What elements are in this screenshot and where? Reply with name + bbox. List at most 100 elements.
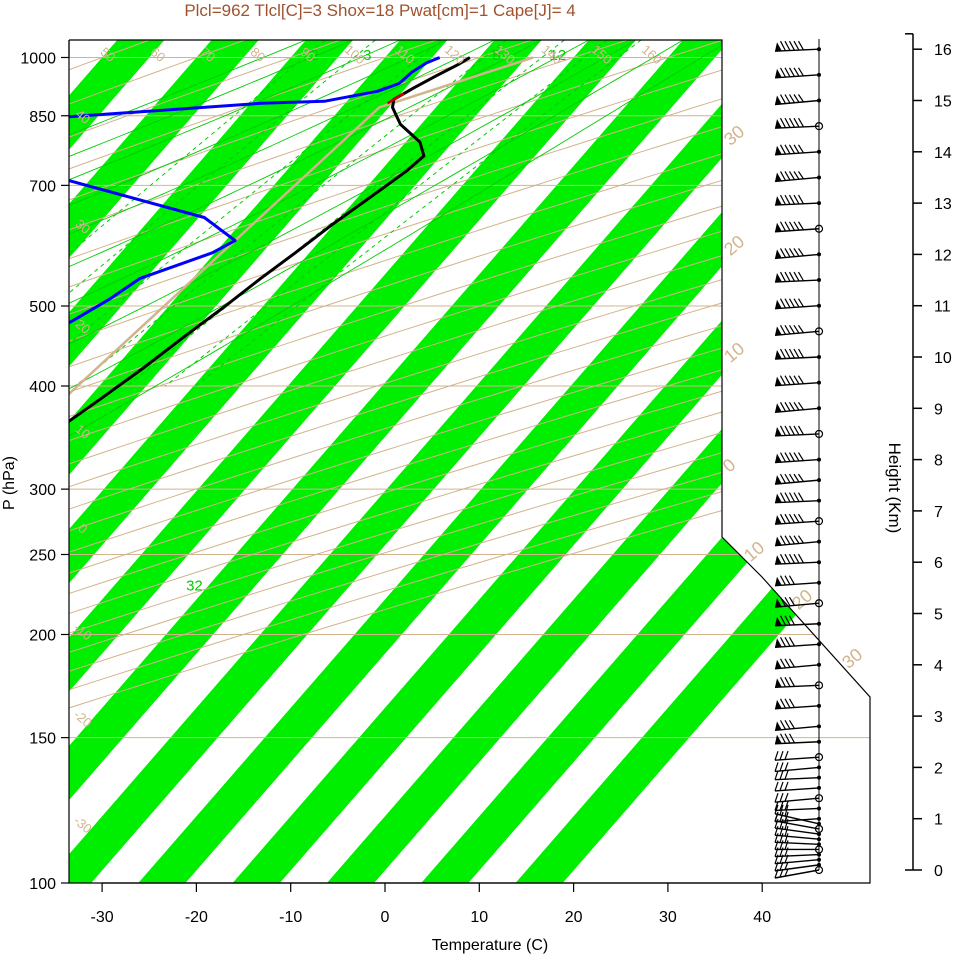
wind-barb: [774, 94, 821, 106]
x-tick-label: -30: [91, 909, 114, 926]
wind-barb: [774, 636, 821, 648]
wind-barb: [774, 535, 821, 547]
pressure-tick-label: 400: [29, 379, 56, 396]
height-tick-label: 13: [934, 196, 952, 213]
dry-adiabat: [69, 40, 870, 883]
mixing-ratio-label: 32: [186, 577, 203, 594]
pressure-tick-label: 500: [29, 299, 56, 316]
wind-barb: [774, 40, 821, 52]
dry-adiabat: [69, 40, 870, 883]
chart-title: Plcl=962 Tlcl[C]=3 Shox=18 Pwat[cm]=1 Ca…: [184, 1, 575, 20]
mixing-ratio-label: 12: [549, 47, 566, 64]
dry-adiabat: [69, 40, 870, 883]
isotherm-band: [69, 40, 200, 883]
wind-barb: [774, 615, 821, 627]
height-tick-label: 16: [934, 42, 952, 59]
moist-adiabat: [69, 40, 495, 635]
wind-barb: [774, 513, 824, 526]
dry-adiabat: [69, 40, 870, 883]
mixing-ratio-line: [75, 40, 507, 387]
dry-adiabat: [69, 40, 870, 883]
adiabat-label: 30: [838, 644, 866, 672]
height-axis-label: Height (Km): [885, 443, 904, 534]
wind-barb: [774, 792, 824, 803]
wind-barb: [774, 826, 821, 842]
x-tick-label: -20: [185, 909, 208, 926]
dry-adiabat: [69, 40, 870, 883]
temperature-line: [69, 56, 471, 866]
isotherm-band: [262, 40, 870, 883]
pressure-tick-label: 200: [29, 627, 56, 644]
mixing-ratio-line: [69, 40, 443, 387]
wind-barb: [774, 698, 821, 710]
x-tick-label: 40: [753, 909, 771, 926]
height-tick-label: 6: [934, 555, 943, 572]
isotherm-band: [69, 40, 577, 883]
height-tick-label: 0: [934, 863, 943, 880]
height-tick-label: 8: [934, 453, 943, 470]
pressure-tick-label: 700: [29, 178, 56, 195]
dry-adiabat: [69, 40, 870, 883]
wind-barb: [774, 375, 821, 387]
wind-barb: [774, 762, 821, 773]
dry-adiabat: [69, 40, 724, 883]
wind-barb: [774, 750, 824, 762]
isotherm-band: [69, 40, 294, 883]
wind-barb: [774, 720, 821, 732]
wind-barbs: [774, 38, 824, 879]
wind-barb: [774, 575, 821, 587]
isotherm-band: [69, 40, 483, 883]
wind-barb: [774, 473, 821, 485]
height-tick-label: 7: [934, 504, 943, 521]
pressure-tick-label: 100: [29, 876, 56, 893]
wind-barb: [774, 298, 821, 310]
x-axis-label: Temperature (C): [432, 937, 548, 954]
height-tick-label: 11: [934, 299, 951, 316]
wind-barb: [774, 117, 824, 131]
isotherm-band: [69, 40, 766, 883]
moist-adiabat: [69, 40, 684, 635]
moist-adiabat: [69, 40, 448, 635]
height-tick-label: 3: [934, 709, 943, 726]
wind-barb: [774, 677, 824, 690]
wind-barb: [774, 401, 821, 413]
moist-adiabat: [69, 40, 307, 635]
dry-adiabat: [69, 40, 870, 883]
pressure-tick-label: 250: [29, 547, 56, 564]
x-tick-label: 10: [470, 909, 488, 926]
pressure-axis: 100 150 200 250 300 400 500 700 850 1000: [20, 40, 70, 893]
wind-barb: [774, 221, 824, 233]
dry-adiabat: [69, 40, 246, 883]
dry-adiabat: [69, 40, 870, 883]
isotherm-band: [69, 40, 388, 883]
dry-adiabat: [69, 40, 870, 883]
wind-barb: [774, 733, 821, 745]
lcl-marker: [386, 92, 405, 105]
pressure-tick-label: 850: [29, 109, 56, 126]
height-tick-label: 12: [934, 247, 952, 264]
pressure-tick-label: 150: [29, 731, 56, 748]
wind-barb: [774, 67, 821, 79]
dry-adiabat: [69, 40, 628, 883]
x-tick-label: 30: [659, 909, 677, 926]
height-tick-label: 5: [934, 607, 943, 624]
isotherm-band: [451, 40, 870, 883]
x-tick-label: 0: [381, 909, 390, 926]
adiabat-label: 20: [788, 585, 816, 613]
mixing-ratio-label: 8: [492, 47, 500, 64]
moist-adiabat: [69, 40, 542, 635]
wind-barb: [774, 452, 821, 464]
mixing-ratio-line: [165, 40, 608, 387]
mixing-ratio-label: 3: [363, 47, 371, 64]
moist-adiabat: [69, 40, 590, 635]
adiabat-label: 30: [720, 121, 748, 149]
dry-adiabat: [69, 40, 870, 883]
x-axis: -30 -20 -10 0 10 20 30 40: [91, 882, 771, 926]
wind-barb: [774, 781, 821, 792]
x-tick-label: 20: [565, 909, 583, 926]
dry-adiabat: [69, 40, 341, 883]
pressure-tick-label: 1000: [20, 50, 56, 67]
mixing-ratio-line: [195, 40, 642, 387]
